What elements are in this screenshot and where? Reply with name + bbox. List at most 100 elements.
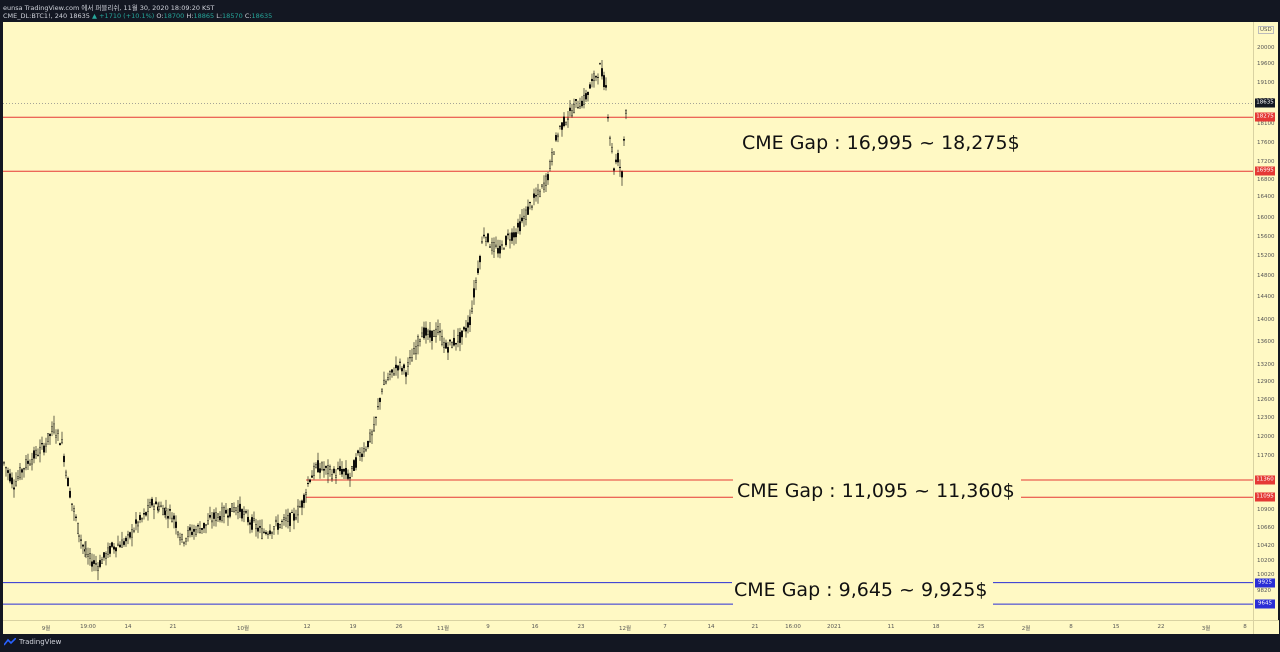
candle-body: [160, 505, 162, 507]
price-tick: 10660: [1257, 525, 1275, 531]
candle-body: [275, 519, 277, 522]
price-tick: 14800: [1257, 273, 1275, 279]
candle-body: [501, 244, 503, 246]
time-tick: 12: [303, 624, 311, 630]
candle-body: [561, 122, 563, 130]
candle-body: [183, 542, 185, 544]
candle-body: [415, 346, 417, 355]
symbol-label[interactable]: CME_DL:BTC1!, 240: [3, 12, 68, 20]
candle-body: [303, 494, 305, 503]
candle-body: [27, 460, 29, 464]
candle-body: [239, 503, 241, 512]
low-label: L:: [216, 12, 223, 20]
candle-body: [31, 459, 33, 465]
candle-body: [507, 233, 509, 236]
candle-body: [162, 508, 164, 516]
candle-body: [531, 205, 533, 208]
currency-label[interactable]: USD: [1258, 26, 1274, 34]
candle-body: [213, 512, 215, 519]
candle-body: [17, 476, 19, 479]
candle-body: [223, 507, 225, 517]
candle-body: [539, 190, 541, 197]
candle-body: [583, 94, 585, 105]
candle-body: [33, 450, 35, 459]
candle-body: [261, 528, 263, 539]
candle-body: [169, 509, 171, 511]
candle-body: [329, 466, 331, 470]
candle-body: [123, 541, 125, 545]
candle-body: [59, 443, 61, 446]
candle-body: [43, 445, 45, 453]
candle-body: [477, 268, 479, 274]
candle-body: [265, 532, 267, 535]
chart-plot-area[interactable]: CME Gap : 16,995 ~ 18,275$ CME Gap : 11,…: [3, 22, 1253, 620]
candle-body: [475, 280, 477, 283]
candle-body: [523, 215, 525, 219]
time-tick: 12월: [618, 626, 632, 632]
candle-body: [105, 553, 107, 559]
time-axis[interactable]: 9월 19:00 14 21 10월 12 19 26 11월 9 16 23 12월 7 14 21 16:0…: [3, 620, 1253, 635]
time-tick: 8: [1069, 624, 1073, 630]
candle-body: [347, 473, 349, 479]
high-label: H:: [186, 12, 194, 20]
candle-body: [447, 347, 449, 353]
gap-annotation-middle: CME Gap : 11,095 ~ 11,360$: [735, 480, 1017, 502]
candle-body: [603, 75, 605, 88]
candle-body: [165, 507, 167, 512]
candle-body: [273, 526, 275, 530]
candle-body: [11, 477, 13, 485]
candle-body: [23, 468, 25, 470]
candle-body: [581, 100, 583, 107]
candle-body: [579, 105, 581, 109]
candle-body: [277, 523, 279, 530]
candle-body: [469, 316, 471, 326]
candle-body: [569, 107, 571, 111]
candle-body: [251, 517, 253, 530]
candle-body: [181, 534, 183, 540]
candle-body: [385, 381, 387, 384]
candle-body: [45, 443, 47, 447]
candle-body: [511, 232, 513, 241]
change-arrow-icon: ▲: [92, 12, 98, 20]
candle-body: [229, 508, 231, 517]
candle-body: [49, 433, 51, 437]
price-tick: 18100: [1257, 121, 1275, 127]
candle-body: [325, 466, 327, 468]
time-tick: 11월: [436, 626, 450, 632]
candle-body: [315, 464, 317, 468]
axis-corner: [1253, 620, 1279, 635]
candle-body: [455, 342, 457, 345]
time-tick: 9: [486, 624, 490, 630]
candle-body: [407, 362, 409, 367]
candle-body: [521, 217, 523, 222]
candle-body: [257, 527, 259, 532]
tradingview-logo[interactable]: TradingView: [4, 638, 61, 646]
chart-header: eunsa TradingView.com 에서 퍼블리쉬, 11월 30, 2…: [0, 0, 1280, 22]
time-tick: 16:00: [785, 624, 801, 630]
candle-body: [151, 498, 153, 506]
candle-body: [5, 467, 7, 469]
candle-body: [313, 465, 315, 476]
time-tick: 25: [977, 624, 985, 630]
publish-info: eunsa TradingView.com 에서 퍼블리쉬, 11월 30, 2…: [3, 4, 215, 12]
price-axis[interactable]: USD 200001960019100187001810017600172001…: [1253, 22, 1278, 620]
time-tick: 23: [577, 624, 585, 630]
price-chart-svg: [3, 60, 1253, 605]
candle-body: [503, 248, 505, 250]
candle-body: [61, 439, 63, 444]
candle-body: [259, 526, 261, 528]
candle-body: [509, 239, 511, 241]
candle-body: [21, 469, 23, 473]
candle-body: [519, 221, 521, 232]
candle-body: [285, 517, 287, 521]
candle-body: [453, 337, 455, 346]
candle-body: [327, 465, 329, 475]
candle-body: [577, 107, 579, 109]
candle-body: [365, 449, 367, 451]
time-tick: 19: [349, 624, 357, 630]
time-tick: 15: [1112, 624, 1120, 630]
footer-bar: TradingView: [0, 634, 1280, 652]
candle-body: [445, 342, 447, 349]
candle-body: [505, 235, 507, 246]
candle-body: [463, 327, 465, 330]
